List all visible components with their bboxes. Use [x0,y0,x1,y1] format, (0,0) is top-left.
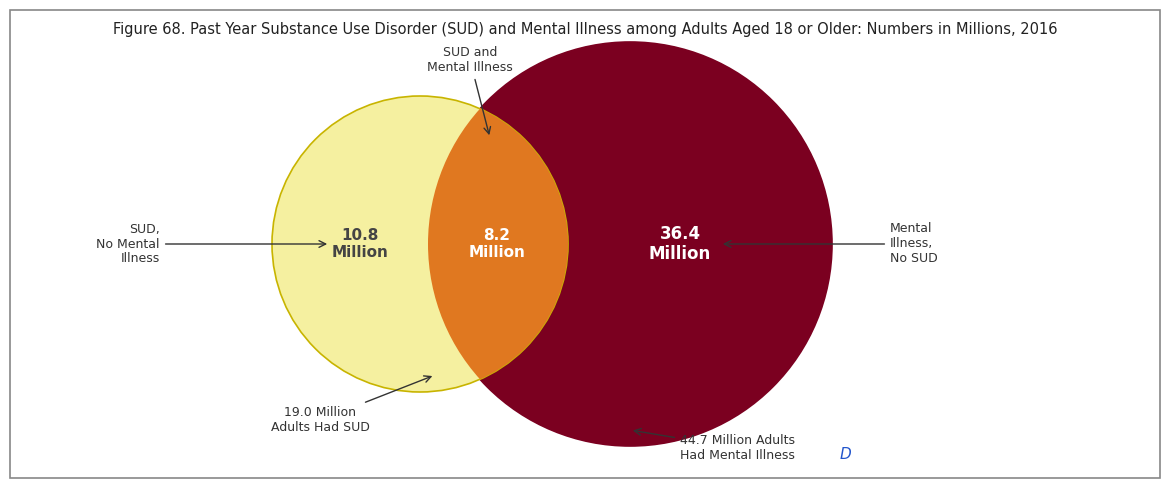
Circle shape [428,42,832,446]
Text: D: D [840,447,852,462]
Text: SUD,
No Mental
Illness: SUD, No Mental Illness [96,223,325,265]
Text: Figure 68. Past Year Substance Use Disorder (SUD) and Mental Illness among Adult: Figure 68. Past Year Substance Use Disor… [112,22,1058,37]
Circle shape [271,96,567,392]
Text: SUD and
Mental Illness: SUD and Mental Illness [427,46,512,134]
Text: 36.4
Million: 36.4 Million [649,224,711,264]
Text: Mental
Illness,
No SUD: Mental Illness, No SUD [724,223,937,265]
Text: 19.0 Million
Adults Had SUD: 19.0 Million Adults Had SUD [270,376,431,434]
Text: 44.7 Million Adults
Had Mental Illness: 44.7 Million Adults Had Mental Illness [634,428,794,462]
Text: 10.8
Million: 10.8 Million [331,228,388,260]
Text: 8.2
Million: 8.2 Million [468,228,525,260]
Circle shape [271,96,567,392]
